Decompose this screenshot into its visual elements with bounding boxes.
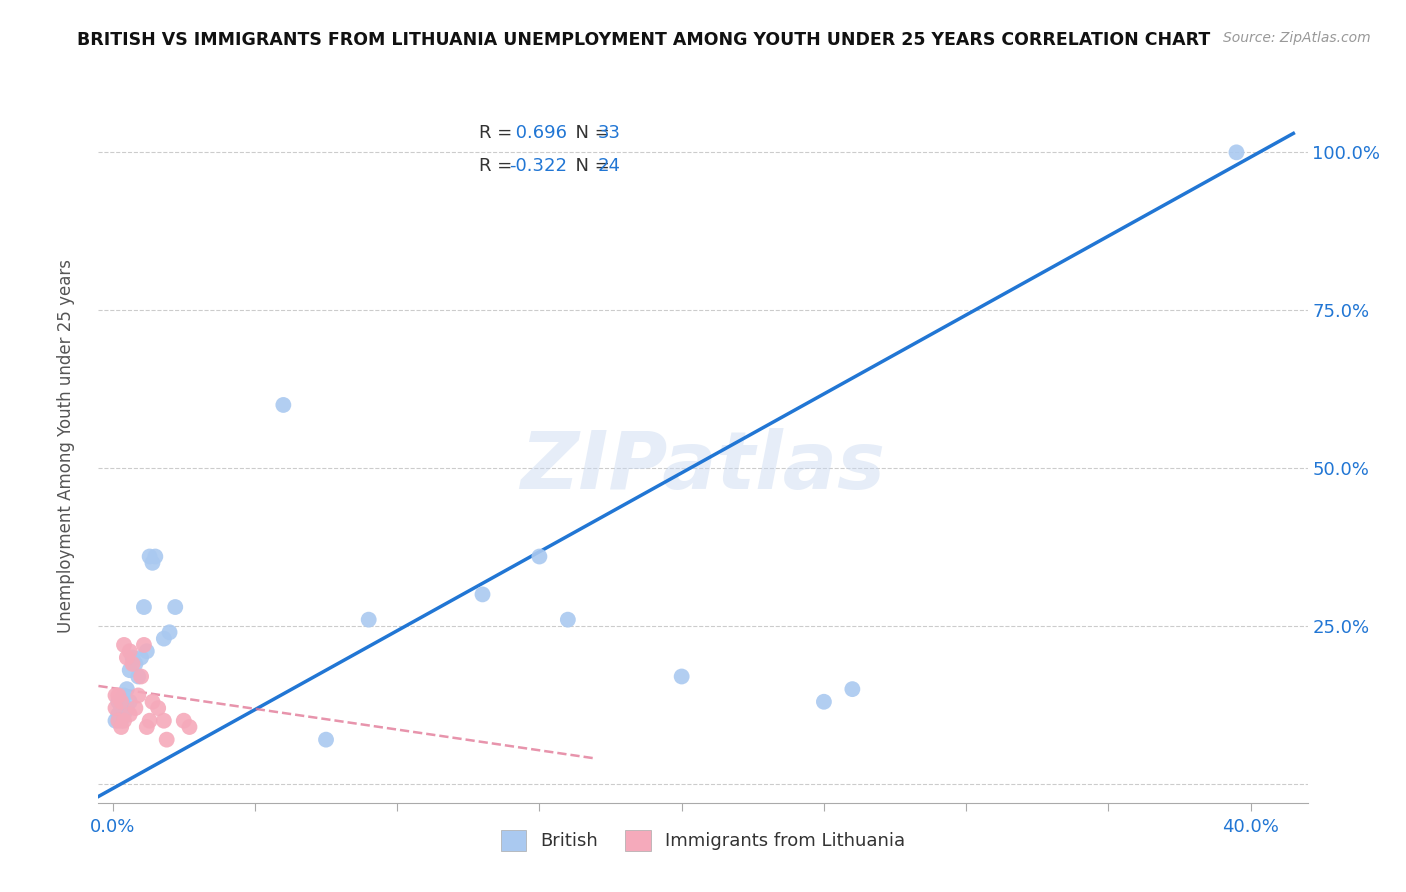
Point xyxy=(127,689,149,703)
Point xyxy=(153,714,176,728)
Point xyxy=(357,613,380,627)
Point xyxy=(671,669,693,683)
Point xyxy=(112,638,135,652)
Point xyxy=(118,644,141,658)
Point xyxy=(121,657,143,671)
Point xyxy=(110,714,132,728)
Point xyxy=(132,600,155,615)
Point xyxy=(112,714,135,728)
Point xyxy=(107,707,129,722)
Point xyxy=(159,625,181,640)
Point xyxy=(124,657,146,671)
Point xyxy=(107,695,129,709)
Point xyxy=(146,701,169,715)
Point xyxy=(557,613,579,627)
Point xyxy=(529,549,551,564)
Point xyxy=(138,549,160,564)
Text: 0.696: 0.696 xyxy=(509,125,567,143)
Point xyxy=(141,556,163,570)
Y-axis label: Unemployment Among Youth under 25 years: Unemployment Among Youth under 25 years xyxy=(56,259,75,633)
Point xyxy=(841,682,863,697)
Point xyxy=(110,720,132,734)
Point xyxy=(135,720,157,734)
Point xyxy=(112,707,135,722)
Point xyxy=(104,689,127,703)
Point xyxy=(129,650,152,665)
Text: N =: N = xyxy=(564,157,616,175)
Text: ZIPatlas: ZIPatlas xyxy=(520,428,886,507)
Text: 33: 33 xyxy=(598,125,621,143)
Point xyxy=(471,587,494,601)
Legend: British, Immigrants from Lithuania: British, Immigrants from Lithuania xyxy=(494,822,912,858)
Point xyxy=(135,644,157,658)
Point xyxy=(115,650,138,665)
Point xyxy=(107,689,129,703)
Point xyxy=(179,720,201,734)
Point xyxy=(110,701,132,715)
Point xyxy=(273,398,295,412)
Point xyxy=(141,695,163,709)
Point xyxy=(138,714,160,728)
Text: R =: R = xyxy=(479,157,519,175)
Text: R =: R = xyxy=(479,125,519,143)
Point xyxy=(107,714,129,728)
Point xyxy=(129,669,152,683)
Point xyxy=(124,701,146,715)
Point xyxy=(104,714,127,728)
Point xyxy=(143,549,166,564)
Text: 24: 24 xyxy=(598,157,621,175)
Point xyxy=(118,663,141,677)
Point xyxy=(112,689,135,703)
Point xyxy=(104,701,127,715)
Point xyxy=(115,701,138,715)
Point xyxy=(115,682,138,697)
Point xyxy=(813,695,835,709)
Point xyxy=(1225,145,1247,160)
Text: N =: N = xyxy=(564,125,616,143)
Point xyxy=(127,669,149,683)
Text: BRITISH VS IMMIGRANTS FROM LITHUANIA UNEMPLOYMENT AMONG YOUTH UNDER 25 YEARS COR: BRITISH VS IMMIGRANTS FROM LITHUANIA UNE… xyxy=(77,31,1211,49)
Point xyxy=(118,695,141,709)
Point xyxy=(121,650,143,665)
Point xyxy=(132,638,155,652)
Text: Source: ZipAtlas.com: Source: ZipAtlas.com xyxy=(1223,31,1371,45)
Point xyxy=(118,707,141,722)
Point xyxy=(156,732,179,747)
Point xyxy=(173,714,195,728)
Point xyxy=(153,632,176,646)
Point xyxy=(110,695,132,709)
Point xyxy=(165,600,187,615)
Text: -0.322: -0.322 xyxy=(509,157,568,175)
Point xyxy=(315,732,337,747)
